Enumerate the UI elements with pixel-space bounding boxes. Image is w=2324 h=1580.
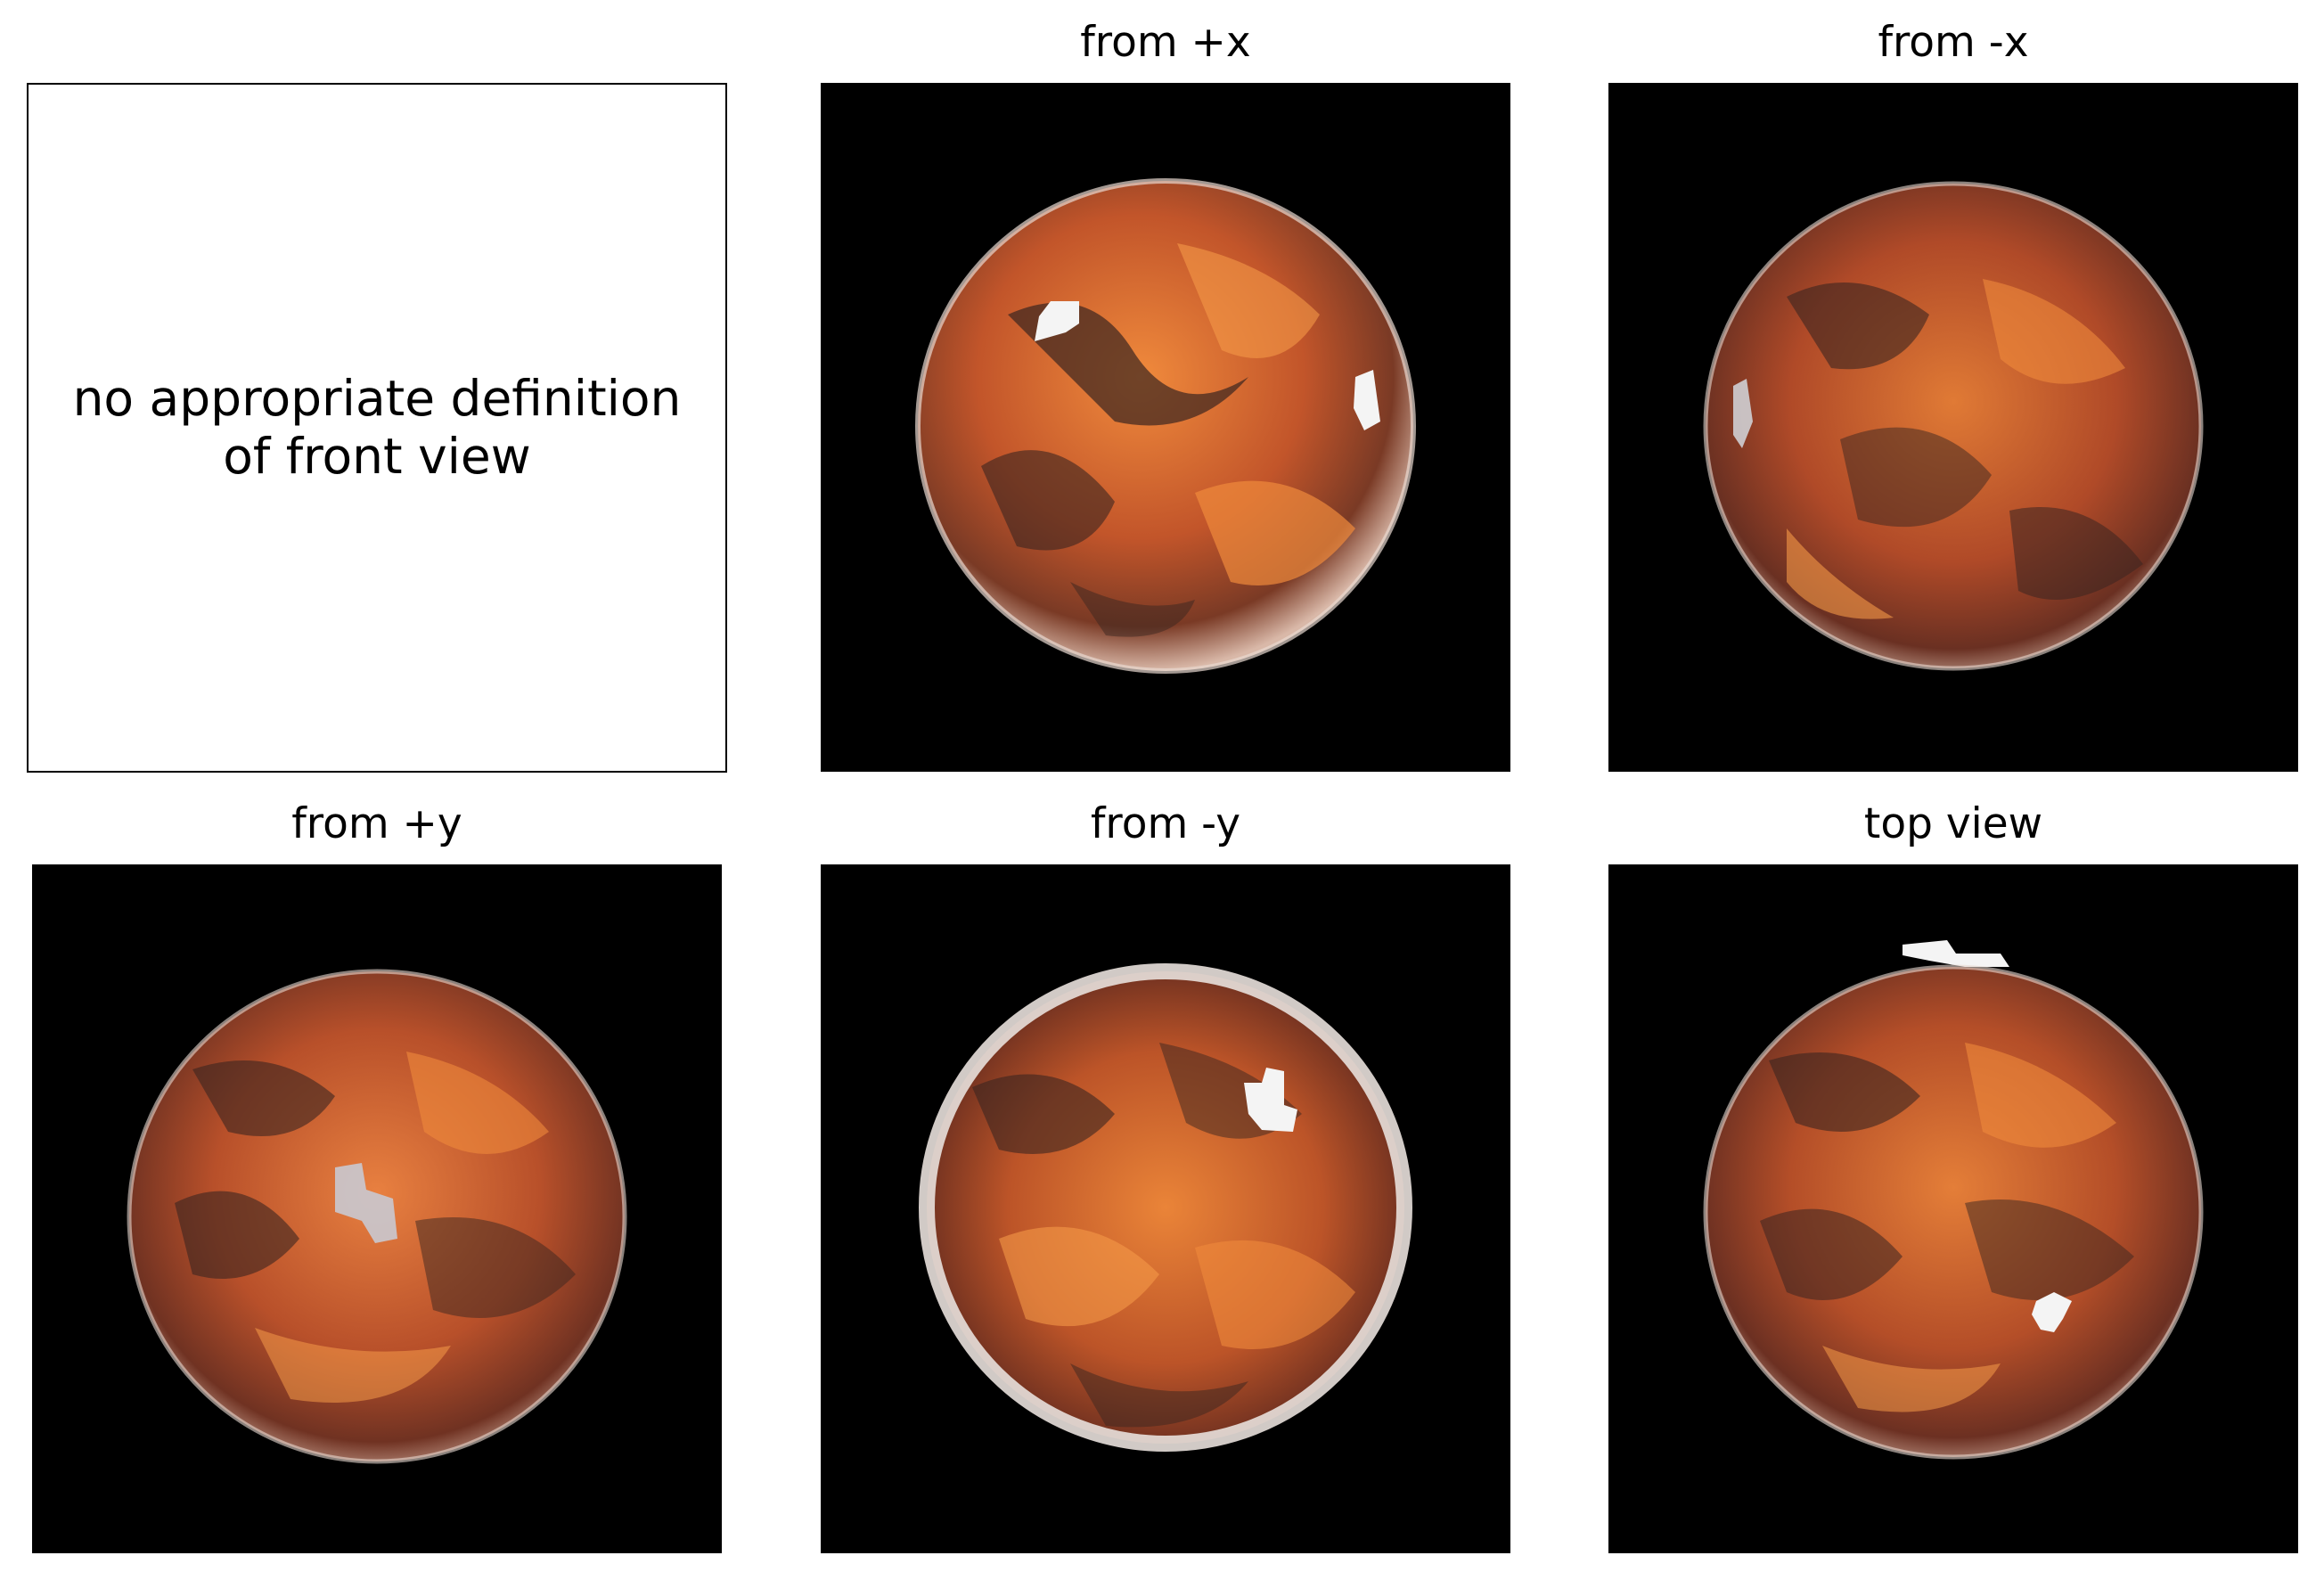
view-from-neg-y: [821, 864, 1510, 1553]
view-from-pos-x: [821, 83, 1510, 772]
panel-title-top-view: top view: [1863, 799, 2043, 848]
sphere-render-neg-x: [1703, 181, 2204, 671]
panel-title-from-neg-x: from -x: [1878, 18, 2029, 67]
view-top: [1608, 864, 2298, 1553]
front-view-panel: no appropriate definition of front view: [27, 83, 727, 773]
panel-title-from-pos-y: from +y: [291, 799, 462, 848]
panel-title-from-pos-x: from +x: [1080, 18, 1251, 67]
panel-title-from-neg-y: from -y: [1090, 799, 1241, 848]
no-front-view-message: no appropriate definition of front view: [72, 370, 682, 485]
view-from-neg-x: [1608, 83, 2298, 772]
sphere-render-top: [1703, 940, 2204, 1460]
sphere-render-pos-x: [915, 178, 1416, 674]
sphere-render-neg-y: [919, 963, 1412, 1452]
sphere-render-pos-y: [127, 969, 627, 1464]
view-from-pos-y: [32, 864, 722, 1553]
